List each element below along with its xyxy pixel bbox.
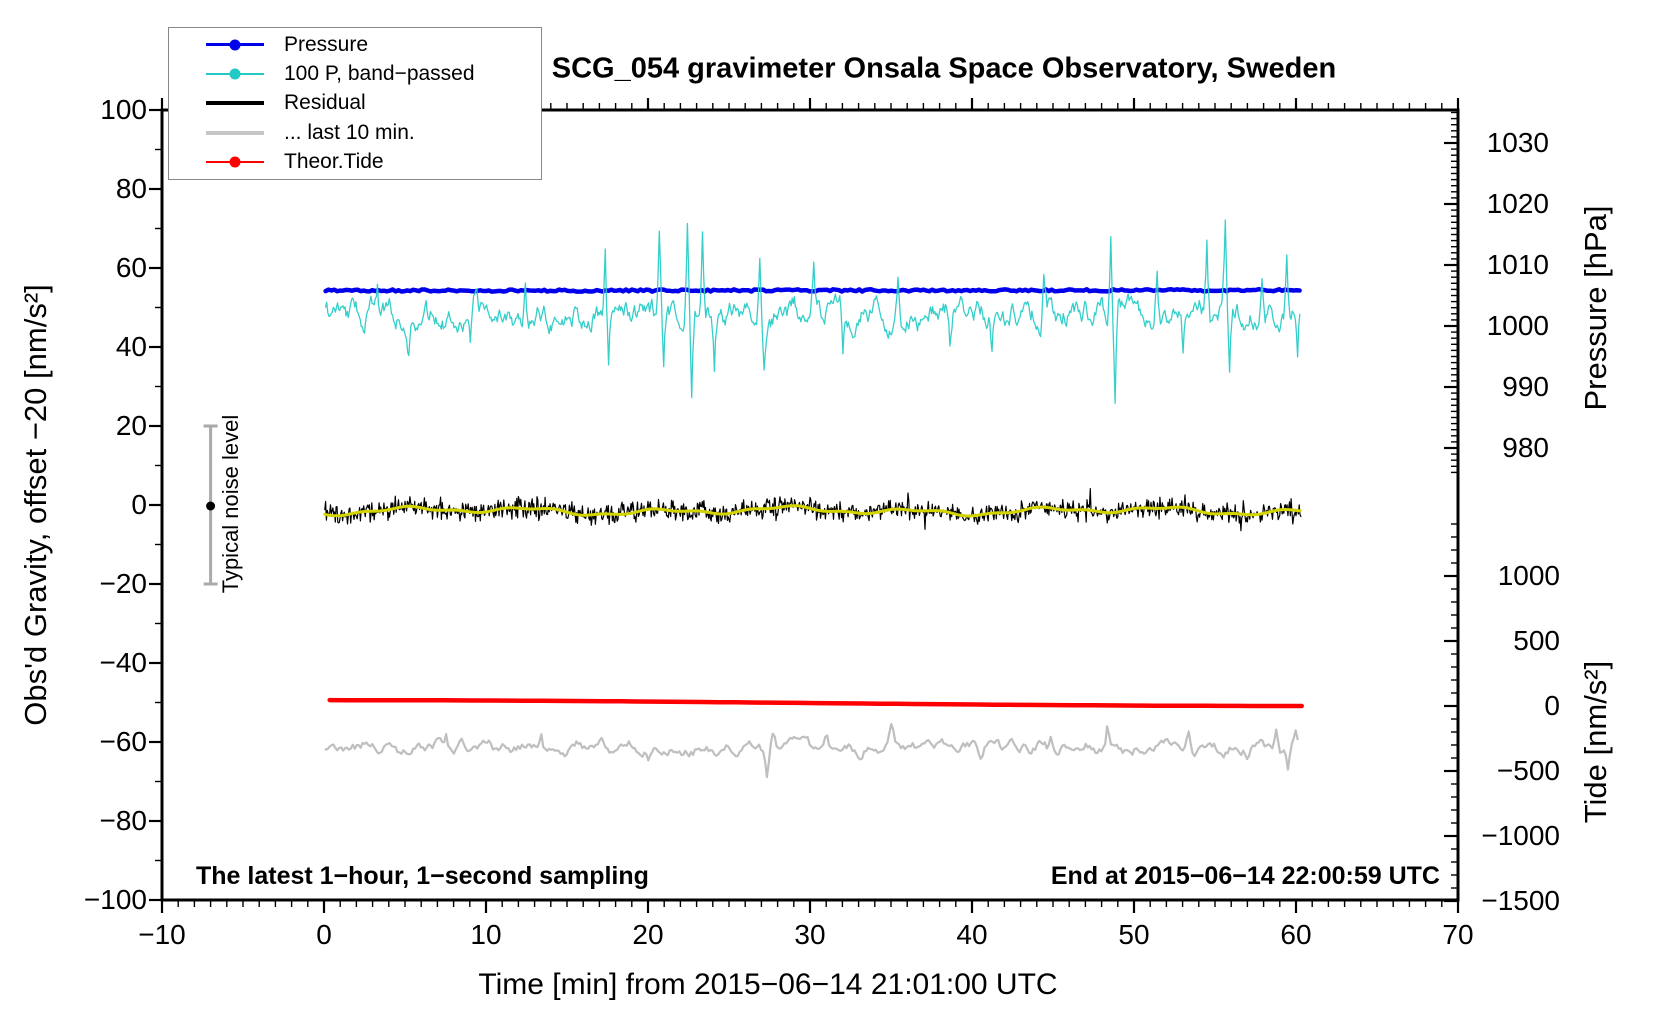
legend-label: ... last 10 min. bbox=[284, 120, 415, 144]
svg-text:−20: −20 bbox=[100, 568, 148, 599]
pressure-axis-title: Pressure [hPa] bbox=[1578, 205, 1613, 411]
theoretical-tide-series bbox=[327, 697, 1304, 709]
legend: Pressure 100 P, band−passed Residual ...… bbox=[168, 27, 542, 180]
svg-text:−500: −500 bbox=[1497, 755, 1560, 786]
svg-text:−100: −100 bbox=[84, 884, 147, 915]
legend-item-residual: Residual bbox=[169, 89, 541, 117]
residual-line-sample-icon bbox=[206, 101, 264, 106]
svg-text:100: 100 bbox=[100, 94, 147, 125]
svg-text:−80: −80 bbox=[100, 805, 148, 836]
legend-item-theortide: Theor.Tide bbox=[169, 148, 541, 176]
legend-item-bandpassed: 100 P, band−passed bbox=[169, 60, 541, 88]
svg-text:20: 20 bbox=[632, 919, 663, 950]
svg-text:70: 70 bbox=[1442, 919, 1473, 950]
svg-text:−10: −10 bbox=[138, 919, 186, 950]
svg-text:0: 0 bbox=[1544, 690, 1560, 721]
bandpassed-line-sample-icon bbox=[206, 68, 264, 80]
svg-text:980: 980 bbox=[1502, 432, 1549, 463]
x-axis-title: Time [min] from 2015−06−14 21:01:00 UTC bbox=[478, 968, 1058, 1001]
residual-mean-series bbox=[323, 504, 1302, 518]
tide-axis-title: Tide [nm/s²] bbox=[1578, 660, 1613, 824]
svg-text:1010: 1010 bbox=[1487, 249, 1549, 280]
svg-text:0: 0 bbox=[131, 489, 147, 520]
svg-text:1030: 1030 bbox=[1487, 127, 1549, 158]
svg-text:1020: 1020 bbox=[1487, 188, 1549, 219]
svg-text:0: 0 bbox=[316, 919, 332, 950]
last10min-series bbox=[324, 722, 1299, 779]
noise-level-label: Typical noise level bbox=[218, 414, 243, 594]
legend-label: Pressure bbox=[284, 32, 369, 56]
legend-label: Theor.Tide bbox=[284, 150, 384, 174]
pressure-axis: 1030 1020 1010 1000 990 980 bbox=[1444, 111, 1549, 474]
svg-text:60: 60 bbox=[116, 252, 147, 283]
tide-axis: 1000 500 0 −500 −1000 −1500 bbox=[1444, 523, 1560, 916]
theortide-line-sample-icon bbox=[206, 156, 264, 168]
chart-title: SCG_054 gravimeter Onsala Space Observat… bbox=[551, 52, 1337, 85]
svg-text:10: 10 bbox=[470, 919, 501, 950]
pressure-line-sample-icon bbox=[206, 39, 264, 51]
svg-text:60: 60 bbox=[1280, 919, 1311, 950]
legend-item-last10min: ... last 10 min. bbox=[169, 119, 541, 147]
svg-text:−60: −60 bbox=[100, 726, 148, 757]
legend-label: 100 P, band−passed bbox=[284, 62, 475, 86]
sampling-note: The latest 1−hour, 1−second sampling bbox=[196, 862, 649, 890]
svg-text:50: 50 bbox=[1118, 919, 1149, 950]
legend-item-pressure: Pressure bbox=[169, 31, 541, 59]
noise-level-bar bbox=[203, 424, 218, 586]
series-layer bbox=[323, 219, 1304, 779]
y-axis-left: −100 −80 −60 −40 −20 0 20 40 60 80 100 bbox=[84, 94, 162, 915]
svg-text:20: 20 bbox=[116, 410, 147, 441]
svg-text:1000: 1000 bbox=[1487, 310, 1549, 341]
svg-text:40: 40 bbox=[956, 919, 987, 950]
svg-text:990: 990 bbox=[1502, 371, 1549, 402]
svg-text:1000: 1000 bbox=[1498, 560, 1560, 591]
x-axis: −10 0 10 20 30 40 50 60 70 bbox=[138, 98, 1474, 950]
legend-label: Residual bbox=[284, 91, 366, 115]
svg-text:500: 500 bbox=[1513, 625, 1560, 656]
svg-text:80: 80 bbox=[116, 173, 147, 204]
svg-text:30: 30 bbox=[794, 919, 825, 950]
svg-text:−1500: −1500 bbox=[1481, 885, 1560, 916]
end-time-note: End at 2015−06−14 22:00:59 UTC bbox=[1050, 862, 1440, 890]
svg-text:−1000: −1000 bbox=[1481, 820, 1560, 851]
last10min-line-sample-icon bbox=[206, 130, 264, 135]
svg-text:40: 40 bbox=[116, 331, 147, 362]
bandpassed-pressure-series bbox=[324, 219, 1301, 405]
svg-text:−40: −40 bbox=[100, 647, 148, 678]
y-axis-left-title: Obs'd Gravity, offset −20 [nm/s²] bbox=[18, 284, 53, 726]
